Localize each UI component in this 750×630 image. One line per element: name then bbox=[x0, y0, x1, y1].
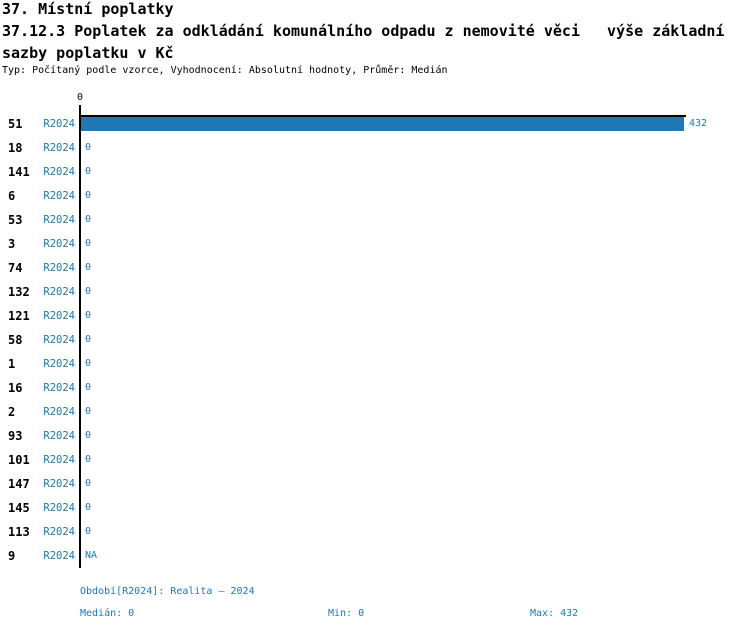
chart-row: 1 R2024 0 bbox=[0, 352, 750, 376]
row-value-label: 0 bbox=[85, 358, 92, 369]
row-category-label: 132 bbox=[8, 285, 30, 299]
row-category-label: 58 bbox=[8, 333, 23, 347]
row-series-label: R2024 bbox=[43, 358, 75, 370]
row-value-label: 0 bbox=[85, 430, 92, 441]
row-category-label: 121 bbox=[8, 309, 30, 323]
row-value-label: 0 bbox=[85, 406, 92, 417]
chart-row: 16 R2024 0 bbox=[0, 376, 750, 400]
row-series-label: R2024 bbox=[43, 118, 75, 130]
row-value-label: 432 bbox=[689, 118, 708, 129]
section-title: 37. Místní poplatky bbox=[2, 0, 174, 18]
row-series-label: R2024 bbox=[43, 214, 75, 226]
row-value-label: 0 bbox=[85, 238, 92, 249]
value-bar bbox=[81, 117, 684, 131]
row-series-label: R2024 bbox=[43, 550, 75, 562]
chart-row: 74 R2024 0 bbox=[0, 256, 750, 280]
row-series-label: R2024 bbox=[43, 334, 75, 346]
chart-row: 101 R2024 0 bbox=[0, 448, 750, 472]
row-value-label: 0 bbox=[85, 214, 92, 225]
row-category-label: 147 bbox=[8, 477, 30, 491]
row-series-label: R2024 bbox=[43, 502, 75, 514]
row-category-label: 145 bbox=[8, 501, 30, 515]
row-category-label: 6 bbox=[8, 189, 16, 203]
row-category-label: 93 bbox=[8, 429, 23, 443]
row-value-label: 0 bbox=[85, 502, 92, 513]
footer-max: Max: 432 bbox=[530, 608, 579, 619]
chart-row: 113 R2024 0 bbox=[0, 520, 750, 544]
chart-row: 2 R2024 0 bbox=[0, 400, 750, 424]
chart-row: 6 R2024 0 bbox=[0, 184, 750, 208]
chart-row: 141 R2024 0 bbox=[0, 160, 750, 184]
chart-row: 18 R2024 0 bbox=[0, 136, 750, 160]
chart-row: 121 R2024 0 bbox=[0, 304, 750, 328]
chart-row: 51 R2024 432 bbox=[0, 112, 750, 136]
chart-row: 9 R2024 NA bbox=[0, 544, 750, 568]
row-series-label: R2024 bbox=[43, 382, 75, 394]
row-series-label: R2024 bbox=[43, 166, 75, 178]
footer-period-info: Období[R2024]: Realita – 2024 bbox=[80, 586, 255, 597]
row-category-label: 1 bbox=[8, 357, 16, 371]
row-series-label: R2024 bbox=[43, 238, 75, 250]
row-category-label: 113 bbox=[8, 525, 30, 539]
row-series-label: R2024 bbox=[43, 430, 75, 442]
chart-row: 132 R2024 0 bbox=[0, 280, 750, 304]
row-value-label: 0 bbox=[85, 262, 92, 273]
row-value-label: 0 bbox=[85, 142, 92, 153]
row-series-label: R2024 bbox=[43, 526, 75, 538]
row-series-label: R2024 bbox=[43, 478, 75, 490]
row-category-label: 2 bbox=[8, 405, 16, 419]
x-axis-line bbox=[80, 115, 686, 117]
row-category-label: 51 bbox=[8, 117, 23, 131]
row-value-label: 0 bbox=[85, 286, 92, 297]
row-category-label: 3 bbox=[8, 237, 16, 251]
row-category-label: 141 bbox=[8, 165, 30, 179]
row-category-label: 18 bbox=[8, 141, 23, 155]
row-category-label: 16 bbox=[8, 381, 23, 395]
chart-row: 53 R2024 0 bbox=[0, 208, 750, 232]
chart-row: 147 R2024 0 bbox=[0, 472, 750, 496]
row-value-label: 0 bbox=[85, 310, 92, 321]
chart-row: 58 R2024 0 bbox=[0, 328, 750, 352]
chart-title-line-1: 37.12.3 Poplatek za odkládání komunálníh… bbox=[2, 22, 725, 40]
row-series-label: R2024 bbox=[43, 454, 75, 466]
row-category-label: 101 bbox=[8, 453, 30, 467]
chart-row: 93 R2024 0 bbox=[0, 424, 750, 448]
footer-min: Min: 0 bbox=[328, 608, 365, 619]
chart-title-line-2: sazby poplatku v Kč bbox=[2, 44, 174, 62]
row-value-label: 0 bbox=[85, 526, 92, 537]
row-value-label: 0 bbox=[85, 334, 92, 345]
chart-subtitle: Typ: Počítaný podle vzorce, Vyhodnocení:… bbox=[2, 65, 448, 76]
row-category-label: 74 bbox=[8, 261, 23, 275]
x-axis-tick-label: 0 bbox=[76, 92, 84, 103]
row-value-label: 0 bbox=[85, 454, 92, 465]
row-category-label: 9 bbox=[8, 549, 16, 563]
chart-row: 145 R2024 0 bbox=[0, 496, 750, 520]
chart-row: 3 R2024 0 bbox=[0, 232, 750, 256]
y-axis-line bbox=[79, 105, 81, 568]
row-value-label: 0 bbox=[85, 190, 92, 201]
row-series-label: R2024 bbox=[43, 406, 75, 418]
row-value-label: 0 bbox=[85, 166, 92, 177]
row-value-label: 0 bbox=[85, 382, 92, 393]
row-value-label: NA bbox=[85, 550, 98, 561]
row-series-label: R2024 bbox=[43, 142, 75, 154]
row-category-label: 53 bbox=[8, 213, 23, 227]
row-series-label: R2024 bbox=[43, 286, 75, 298]
footer-median: Medián: 0 bbox=[80, 608, 135, 619]
row-series-label: R2024 bbox=[43, 310, 75, 322]
row-value-label: 0 bbox=[85, 478, 92, 489]
row-series-label: R2024 bbox=[43, 262, 75, 274]
row-series-label: R2024 bbox=[43, 190, 75, 202]
